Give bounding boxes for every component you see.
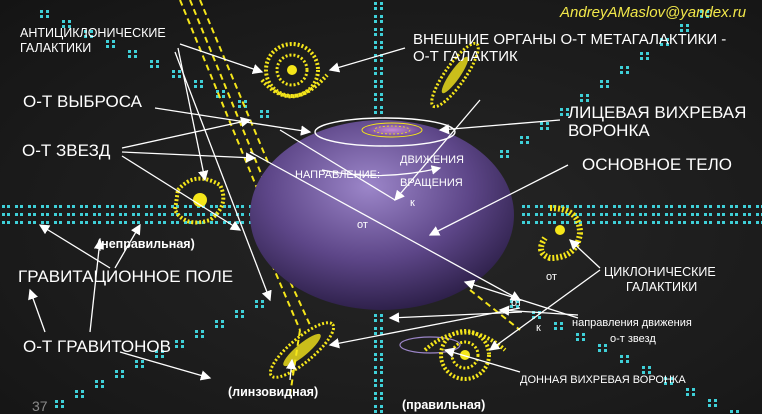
label-external-organs-1: ВНЕШНИЕ ОРГАНЫ О-Т МЕТАГАЛАКТИКИ - [413,31,727,48]
regular-spiral-galaxy-icon [423,329,507,381]
label-to-1: к [410,197,415,209]
label-cyclonic-galaxies-2: ГАЛАКТИКИ [626,280,698,294]
label-facial-funnel-1: ЛИЦЕВАЯ ВИХРЕВАЯ [568,103,747,122]
label-anticyclonic-galaxies-1: АНТИЦИКЛОНИЧЕСКИЕ [20,26,166,40]
label-direction: НАПРАВЛЕНИЕ: [295,169,381,181]
label-lenticular: (линзовидная) [228,385,319,399]
label-star-motion-1: направления движения [572,317,692,329]
main-body-sphere [250,120,514,310]
label-motion: ДВИЖЕНИЯ [400,154,464,166]
author-email: AndreyAMaslov@yandex.ru [560,4,747,21]
label-stars: О-Т ЗВЕЗД [22,141,111,160]
label-from-1: от [357,219,368,231]
label-main-body: ОСНОВНОЕ ТЕЛО [582,155,733,174]
facial-vortex-funnel [314,117,456,177]
label-anticyclonic-galaxies-2: ГАЛАКТИКИ [20,41,92,55]
label-star-motion-2: о-т звезд [610,333,656,345]
label-cyclonic-galaxies-1: ЦИКЛОНИЧЕСКИЕ [604,265,716,279]
bottom-vortex-funnel [399,336,461,354]
label-gravitons: О-Т ГРАВИТОНОВ [23,337,171,356]
pointer-arrows [28,43,601,381]
label-irregular: (неправильная) [97,237,195,251]
label-bottom-funnel: ДОННАЯ ВИХРЕВАЯ ВОРОНКА [520,374,686,386]
cyclonic-galaxy-icon [538,205,584,262]
lenticular-galaxy-icon [268,321,336,379]
label-facial-funnel-2: ВОРОНКА [568,121,650,140]
label-regular: (правильная) [402,398,486,412]
label-from-2: от [546,271,557,283]
label-external-organs-2: О-Т ГАЛАКТИК [413,48,518,65]
label-from-3: от [511,297,522,309]
label-to-2: к [536,322,541,334]
label-rotation: ВРАЩЕНИЯ [400,177,463,189]
spiral-galaxy-icon [260,42,329,99]
slide-number: 37 [32,398,48,414]
label-gravitational-field: ГРАВИТАЦИОННОЕ ПОЛЕ [18,267,234,286]
irregular-galaxy-icon [172,176,226,225]
label-ejection: О-Т ВЫБРОСА [23,92,142,111]
